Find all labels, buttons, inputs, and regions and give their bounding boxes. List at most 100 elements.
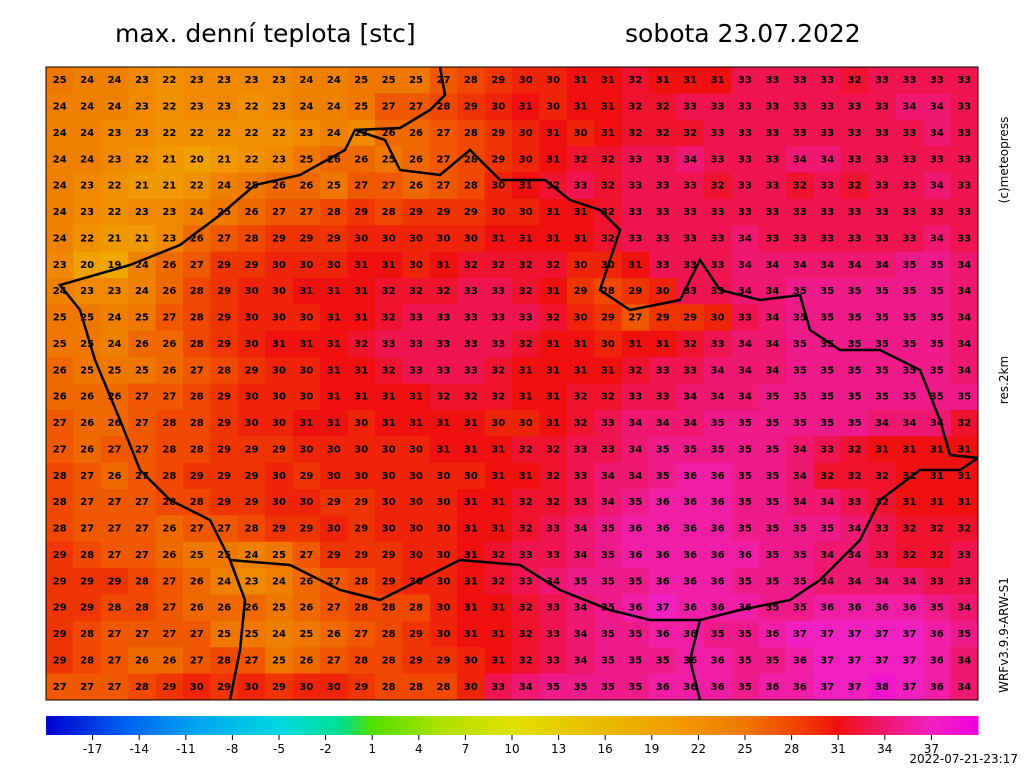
- colorbar-segment: [298, 716, 303, 735]
- temperature-label: 24: [53, 128, 67, 139]
- temperature-cell: [265, 304, 294, 332]
- temperature-label: 35: [793, 339, 807, 350]
- temperature-label: 37: [903, 629, 917, 640]
- colorbar-segment: [927, 716, 932, 735]
- temperature-cell: [320, 647, 349, 675]
- temperature-label: 33: [464, 286, 478, 297]
- colorbar-segment: [267, 716, 272, 735]
- temperature-label: 32: [903, 550, 917, 561]
- temperature-cell: [649, 67, 677, 94]
- temperature-label: 33: [820, 233, 834, 244]
- colorbar-segment: [391, 716, 396, 735]
- temperature-label: 34: [738, 365, 752, 376]
- temperature-cell: [73, 462, 102, 490]
- temperature-cell: [621, 515, 650, 543]
- colorbar-segment: [562, 716, 567, 735]
- temperature-cell: [155, 383, 184, 411]
- colorbar-segment: [904, 716, 909, 735]
- colorbar-segment: [752, 716, 758, 735]
- temperature-cell: [100, 304, 129, 332]
- temperature-label: 34: [848, 260, 862, 271]
- temperature-cell: [237, 225, 266, 253]
- temperature-label: 33: [574, 471, 588, 482]
- colorbar-tick-label: 28: [784, 742, 799, 756]
- temperature-cell: [128, 409, 157, 437]
- temperature-cell: [183, 462, 211, 490]
- temperature-cell: [566, 172, 595, 200]
- colorbar-segment: [958, 716, 963, 735]
- temperature-label: 31: [930, 471, 944, 482]
- temperature-label: 31: [957, 444, 971, 455]
- temperature-cell: [73, 225, 102, 253]
- temperature-label: 35: [957, 629, 971, 640]
- temperature-label: 28: [327, 207, 341, 218]
- temperature-cell: [292, 541, 321, 569]
- colorbar-segment: [690, 716, 696, 735]
- temperature-label: 33: [957, 154, 971, 165]
- temperature-label: 33: [656, 233, 670, 244]
- temperature-label: 32: [930, 550, 944, 561]
- temperature-cell: [512, 251, 540, 279]
- colorbar-segment: [745, 716, 750, 735]
- colorbar-segment: [325, 716, 330, 735]
- colorbar-segment: [80, 716, 86, 735]
- temperature-cell: [649, 568, 677, 595]
- temperature-cell: [237, 251, 266, 279]
- temperature-label: 33: [464, 365, 478, 376]
- temperature-cell: [649, 673, 677, 701]
- temperature-cell: [320, 119, 349, 147]
- temperature-label: 35: [903, 286, 917, 297]
- temperature-cell: [320, 172, 349, 200]
- temperature-cell: [46, 462, 74, 490]
- temperature-cell: [237, 198, 266, 226]
- temperature-cell: [649, 146, 677, 173]
- temperature-label: 35: [875, 339, 889, 350]
- temperature-label: 31: [957, 497, 971, 508]
- colorbar-segment: [329, 716, 334, 735]
- temperature-cell: [923, 357, 952, 384]
- colorbar: -17 -14 -11 -8 -5 -2 1 4 7 10 13 16 19 22 25 28 31 34 37: [46, 716, 979, 756]
- temperature-cell: [374, 673, 403, 701]
- colorbar-segment: [286, 716, 292, 735]
- temperature-label: 34: [765, 339, 779, 350]
- temperature-label: 32: [546, 471, 560, 482]
- colorbar-segment: [236, 716, 241, 735]
- temperature-label: 33: [820, 181, 834, 192]
- temperature-label: 36: [711, 682, 725, 693]
- temperature-label: 29: [53, 603, 67, 614]
- temperature-label: 36: [683, 524, 697, 535]
- temperature-label: 28: [409, 682, 423, 693]
- temperature-cell: [46, 620, 74, 648]
- temperature-label: 36: [903, 603, 917, 614]
- colorbar-segment: [612, 716, 618, 735]
- colorbar-segment: [376, 716, 381, 735]
- temperature-label: 33: [519, 550, 533, 561]
- temperature-cell: [758, 198, 787, 226]
- temperature-label: 22: [108, 207, 122, 218]
- temperature-label: 33: [875, 207, 889, 218]
- temperature-label: 36: [683, 497, 697, 508]
- colorbar-segment: [224, 716, 230, 735]
- temperature-label: 27: [80, 497, 94, 508]
- colorbar-segment: [310, 716, 315, 735]
- temperature-label: 34: [930, 102, 944, 113]
- colorbar-segment: [247, 716, 253, 735]
- temperature-label: 37: [875, 629, 889, 640]
- temperature-cell: [731, 647, 760, 675]
- temperature-cell: [649, 541, 677, 569]
- colorbar-segment: [931, 716, 936, 735]
- temperature-label: 35: [574, 682, 588, 693]
- temperature-cell: [895, 568, 924, 595]
- temperature-label: 32: [546, 260, 560, 271]
- temperature-label: 35: [738, 682, 752, 693]
- temperature-label: 23: [108, 286, 122, 297]
- temperature-label: 24: [135, 286, 149, 297]
- temperature-cell: [484, 330, 513, 358]
- colorbar-segment: [383, 716, 389, 735]
- colorbar-segment: [519, 716, 525, 735]
- temperature-label: 35: [711, 418, 725, 429]
- temperature-cell: [374, 198, 403, 226]
- temperature-cell: [402, 409, 431, 437]
- temperature-cell: [183, 594, 211, 622]
- temperature-cell: [457, 304, 486, 332]
